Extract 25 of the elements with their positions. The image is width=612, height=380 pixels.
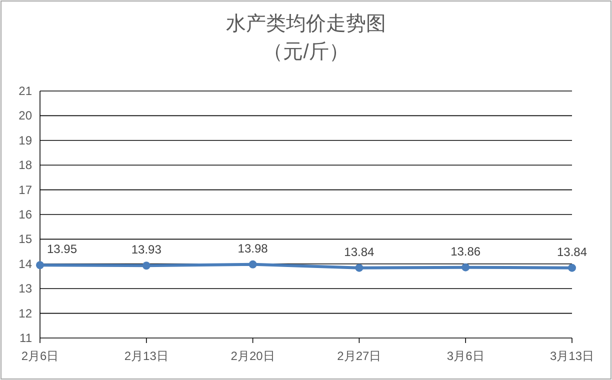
x-tick-label: 3月13日 [550,349,594,363]
data-label: 13.98 [238,241,268,256]
x-tick-label: 3月6日 [446,349,484,363]
data-label: 13.95 [46,242,78,256]
x-tick-label: 2月6日 [21,349,59,363]
y-tick-label: 19 [18,133,32,148]
y-tick-label: 14 [18,256,32,271]
y-tick-label: 20 [18,108,32,123]
data-label: 13.93 [131,242,162,257]
y-tick-label: 11 [20,331,32,345]
data-label: 13.86 [450,244,481,258]
y-tick-label: 16 [18,208,32,222]
data-label: 13.84 [556,244,588,259]
y-tick-label: 17 [18,182,32,197]
chart-title: 水产类均价走势图 [226,13,386,35]
y-tick-label: 12 [18,306,32,320]
y-tick-label: 13 [18,282,32,296]
x-tick-label: 2月20日 [230,349,275,363]
y-tick-label: 18 [18,158,32,172]
x-tick-label: 2月13日 [124,349,168,363]
data-label: 13.84 [344,244,375,259]
chart-subtitle: （元/斤） [263,41,349,63]
x-tick-label: 2月27日 [337,349,382,363]
y-tick-label: 15 [18,232,32,246]
y-tick-label: 21 [18,84,32,98]
